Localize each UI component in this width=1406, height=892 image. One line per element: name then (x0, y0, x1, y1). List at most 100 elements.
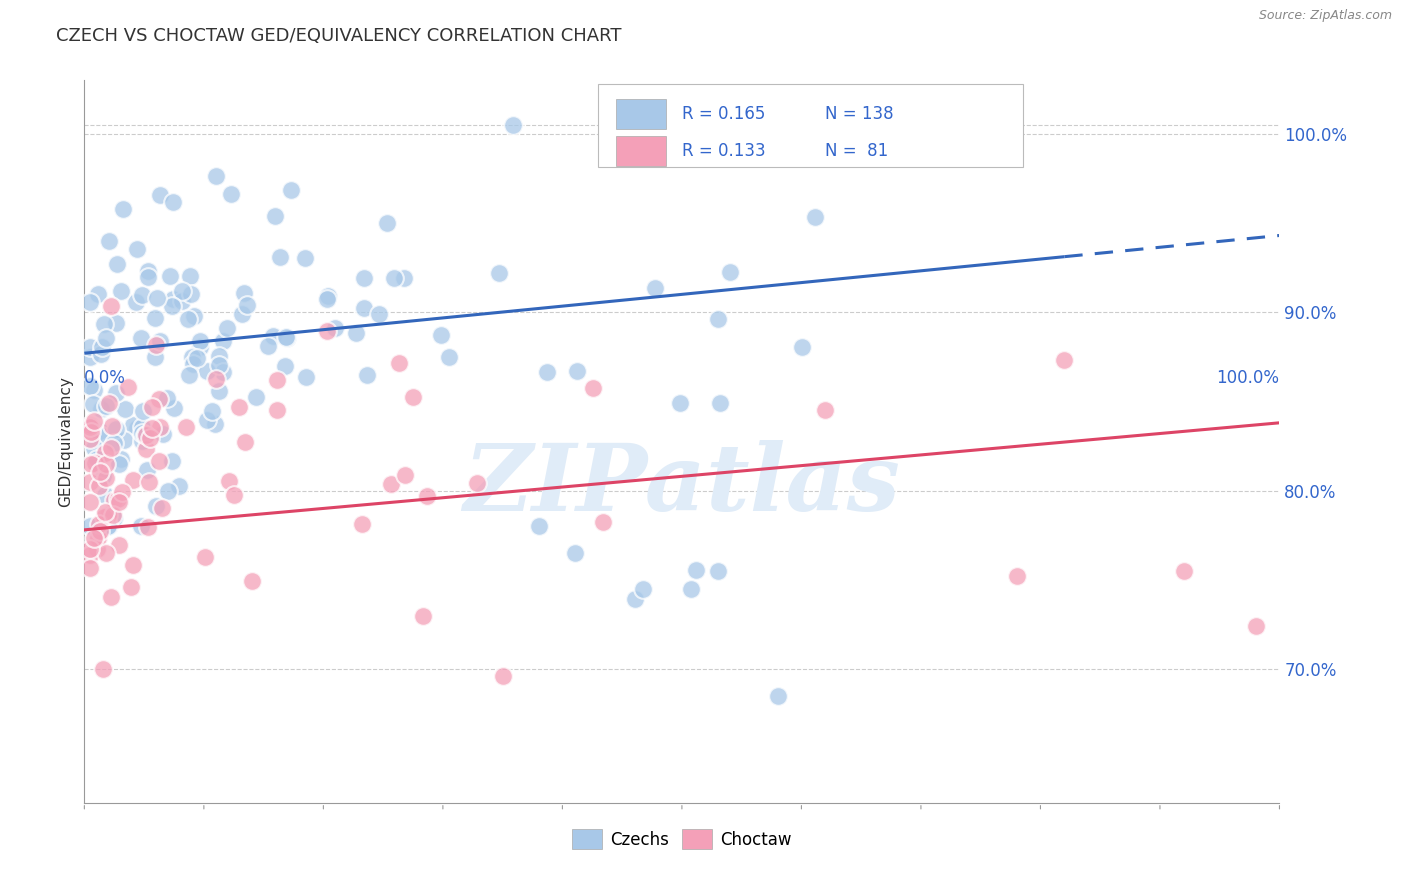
Point (93, 510, 115, 524)
Point (122, 558, 145, 573)
Point (83, 414, 105, 428)
FancyBboxPatch shape (616, 136, 666, 166)
Point (103, 436, 125, 450)
Point (212, 334, 235, 348)
Point (131, 420, 153, 434)
Point (79, 432, 101, 446)
Point (146, 291, 169, 305)
Point (172, 284, 194, 298)
Point (222, 487, 245, 501)
Point (186, 351, 208, 365)
Point (127, 243, 149, 257)
Point (1053, 353, 1076, 368)
Point (208, 384, 231, 398)
Point (112, 433, 135, 447)
Point (94, 505, 117, 519)
Point (344, 326, 367, 340)
Point (264, 209, 287, 223)
Point (382, 270, 405, 285)
Point (84, 455, 107, 469)
Point (79, 420, 101, 434)
Point (350, 516, 373, 531)
Point (706, 312, 728, 326)
Point (623, 591, 645, 606)
Legend: Czechs, Choctaw: Czechs, Choctaw (565, 822, 799, 856)
Point (488, 266, 510, 280)
Point (87, 516, 110, 531)
Point (215, 321, 238, 335)
Point (121, 418, 143, 433)
Point (94, 445, 117, 459)
Point (79, 541, 101, 556)
Point (233, 285, 256, 300)
Point (174, 419, 197, 434)
Point (181, 350, 204, 364)
Point (814, 403, 837, 417)
Point (104, 422, 127, 436)
Point (208, 349, 231, 363)
Point (218, 475, 240, 489)
Point (127, 421, 149, 435)
Point (219, 186, 242, 201)
Point (669, 396, 692, 410)
Point (231, 307, 253, 321)
Point (136, 520, 159, 534)
Point (134, 428, 156, 442)
Point (108, 538, 131, 552)
Point (143, 310, 166, 325)
Point (131, 287, 153, 301)
Point (150, 500, 173, 515)
Point (179, 368, 201, 382)
Point (228, 401, 250, 415)
Point (177, 312, 200, 326)
Point (79, 561, 101, 575)
Point (766, 689, 789, 703)
Point (204, 417, 226, 432)
Point (136, 269, 159, 284)
Point (416, 489, 439, 503)
Point (139, 431, 162, 445)
Point (87, 287, 110, 301)
Point (685, 563, 707, 577)
Point (131, 434, 153, 448)
Point (111, 485, 134, 500)
Point (353, 301, 375, 315)
Point (256, 339, 278, 353)
Point (266, 402, 288, 417)
Point (167, 479, 190, 493)
Point (117, 380, 139, 394)
Point (1173, 564, 1195, 578)
Point (79, 548, 101, 562)
Point (276, 330, 298, 344)
Point (90, 347, 112, 361)
Text: 100.0%: 100.0% (1216, 369, 1279, 387)
Point (294, 251, 316, 265)
Point (79, 418, 101, 433)
Point (262, 329, 284, 343)
Point (91, 662, 114, 676)
Point (105, 385, 128, 400)
Point (245, 390, 267, 404)
Point (79, 519, 101, 533)
Point (89, 427, 111, 442)
Point (100, 299, 122, 313)
Point (105, 256, 128, 270)
Point (91, 469, 114, 483)
Point (316, 292, 339, 306)
Point (162, 195, 184, 210)
Point (159, 269, 181, 284)
Point (94, 331, 117, 345)
Point (80, 419, 103, 434)
Point (105, 316, 128, 330)
Point (83, 531, 105, 545)
Point (205, 169, 228, 183)
Point (145, 500, 167, 514)
FancyBboxPatch shape (599, 84, 1022, 167)
Point (89, 479, 111, 493)
Point (188, 334, 211, 348)
Point (718, 265, 741, 279)
Point (353, 271, 375, 285)
Point (163, 401, 186, 415)
Point (316, 289, 339, 303)
Point (204, 371, 226, 385)
